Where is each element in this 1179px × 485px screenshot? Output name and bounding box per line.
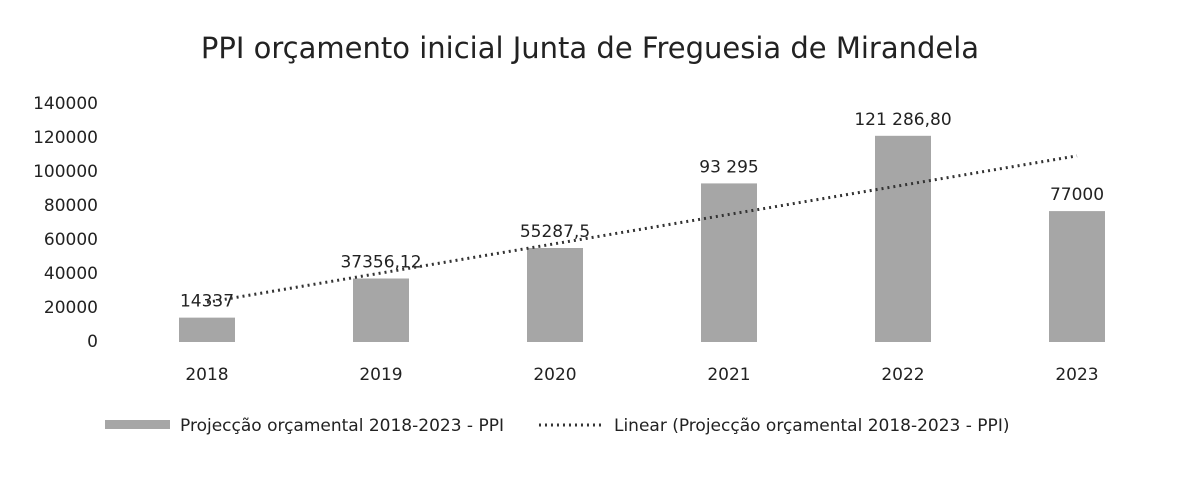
x-tick-label: 2018 [185, 365, 228, 385]
x-tick-label: 2021 [707, 365, 750, 385]
x-tick-label: 2023 [1055, 365, 1098, 385]
bar [1049, 211, 1105, 342]
bar [353, 278, 409, 342]
x-tick-label: 2019 [359, 365, 402, 385]
y-tick-label: 120000 [33, 128, 98, 148]
chart-title: PPI orçamento inicial Junta de Freguesia… [201, 31, 979, 65]
data-label: 77000 [1050, 185, 1104, 205]
x-tick-label: 2022 [881, 365, 924, 385]
y-tick-label: 20000 [44, 298, 98, 318]
y-tick-label: 60000 [44, 230, 98, 250]
bar [179, 317, 235, 342]
y-tick-label: 80000 [44, 196, 98, 216]
y-tick-label: 0 [87, 332, 98, 352]
legend-label: Linear (Projecção orçamental 2018-2023 -… [614, 416, 1009, 436]
bar [875, 135, 931, 342]
x-tick-label: 2020 [533, 365, 576, 385]
data-label: 55287,5 [520, 222, 590, 242]
data-label: 93 295 [699, 157, 758, 177]
legend-swatch [105, 420, 170, 429]
y-tick-label: 140000 [33, 94, 98, 114]
data-label: 37356,12 [340, 252, 421, 272]
y-tick-label: 100000 [33, 162, 98, 182]
legend-label: Projecção orçamental 2018-2023 - PPI [180, 416, 504, 436]
bar [701, 183, 757, 342]
bar [527, 248, 583, 342]
trend-line [206, 154, 1078, 304]
y-tick-label: 40000 [44, 264, 98, 284]
data-label: 121 286,80 [854, 110, 951, 130]
